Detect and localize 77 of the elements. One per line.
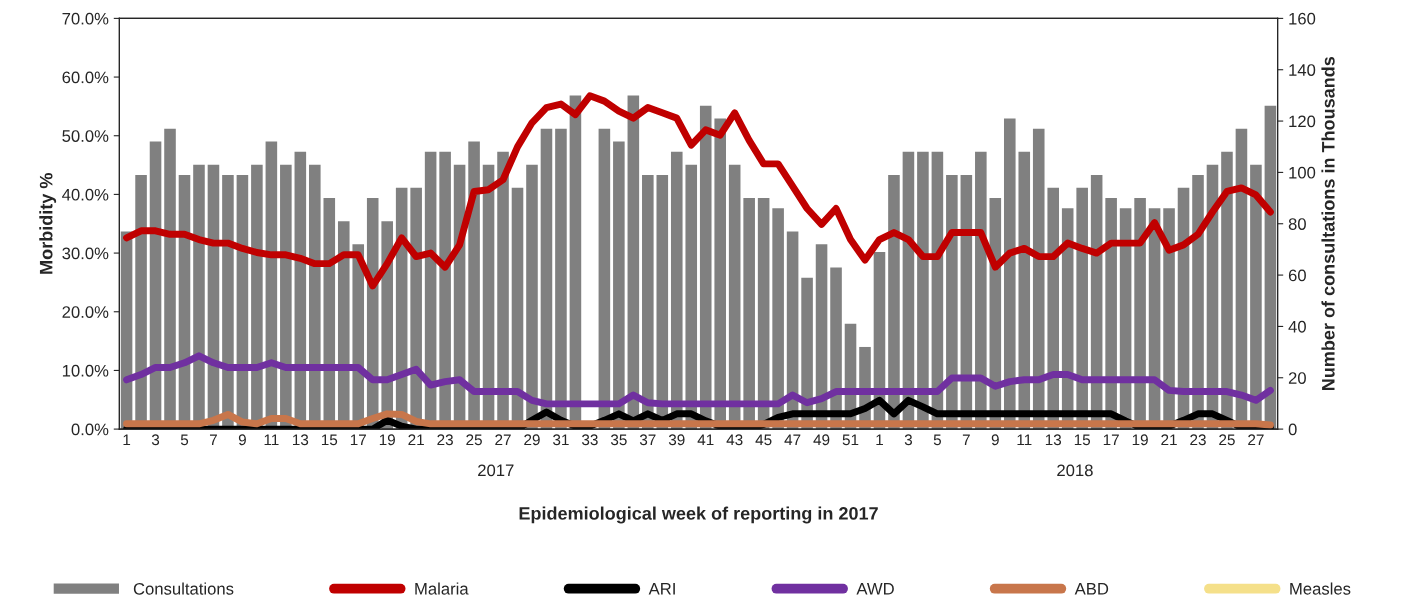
- x-tick-label: 13: [1045, 434, 1062, 446]
- x-tick-label: 9: [238, 434, 246, 446]
- x-tick-label: 23: [437, 434, 453, 446]
- x-axis-title: Epidemiological week of reporting in 2017: [519, 506, 878, 524]
- bar: [613, 141, 625, 430]
- y-tick-label: 50.0%: [62, 130, 109, 142]
- y2-tick-label: 160: [1289, 12, 1316, 25]
- bar: [670, 151, 683, 430]
- x-tick-label: 27: [1248, 434, 1264, 446]
- x-tick-label: 17: [350, 434, 366, 446]
- text: 2018: [1057, 464, 1093, 477]
- x-tick-label: 11: [264, 434, 279, 446]
- y2-tick-label: 120: [1289, 115, 1316, 128]
- x-tick-label: 15: [321, 434, 338, 446]
- y-tick-label: 60.0%: [62, 71, 109, 84]
- x-tick-label: 43: [726, 434, 743, 446]
- x-tick-label: 9: [991, 434, 999, 446]
- x-tick-label: 13: [292, 434, 309, 446]
- legend-label: Malaria: [415, 582, 469, 595]
- y2-tick-label: 0: [1288, 423, 1297, 436]
- x-tick-label: 15: [1074, 434, 1091, 446]
- x-tick-label: 25: [466, 434, 482, 446]
- legend-label: AWD: [856, 583, 894, 595]
- y-tick-label: 70.0%: [62, 12, 109, 25]
- y-tick-label: 10.0%: [62, 364, 109, 377]
- x-tick-label: 21: [1161, 434, 1177, 446]
- x-tick-label: 39: [668, 434, 685, 446]
- y-tick-label: 20.0%: [62, 306, 109, 318]
- x-tick-label: 17: [1103, 434, 1119, 446]
- legend-label: Measles: [1290, 582, 1351, 595]
- bar: [685, 164, 698, 430]
- text: 2017: [478, 464, 514, 477]
- y-tick-label: 30.0%: [62, 247, 109, 260]
- x-tick-label: 31: [553, 434, 569, 446]
- x-tick-label: 37: [639, 434, 656, 446]
- x-tick-label: 47: [784, 434, 801, 446]
- y2-tick-label: 100: [1289, 166, 1316, 179]
- x-tick-label: 5: [180, 434, 189, 446]
- legend-label: ABD: [1074, 583, 1109, 595]
- y-tick-label: 40.0%: [62, 188, 109, 201]
- x-tick-label: 7: [962, 434, 970, 446]
- x-tick-label: 19: [1132, 434, 1148, 446]
- bar: [555, 128, 567, 430]
- x-tick-label: 51: [842, 434, 859, 446]
- y2-axis-title: Number of consultations in Thousands: [1321, 56, 1335, 391]
- x-tick-label: 5: [933, 434, 941, 446]
- bar: [1032, 128, 1045, 430]
- x-tick-label: 3: [151, 434, 160, 446]
- x-tick-label: 45: [755, 434, 772, 446]
- y2-tick-label: 40: [1288, 320, 1306, 333]
- bar: [1003, 118, 1016, 430]
- legend-label: ARI: [648, 583, 675, 595]
- bar: [699, 105, 712, 430]
- y2-tick-label: 20: [1288, 372, 1306, 384]
- y2-tick-label: 60: [1288, 269, 1306, 282]
- x-tick-label: 7: [209, 434, 217, 446]
- x-tick-label: 1: [876, 434, 883, 446]
- y-axis-title: Morbidity %: [39, 173, 57, 274]
- x-tick-label: 19: [379, 434, 395, 446]
- x-tick-label: 3: [904, 434, 913, 446]
- x-tick-label: 49: [813, 434, 830, 446]
- x-tick-label: 35: [610, 434, 627, 446]
- y-tick-label: 0.0%: [71, 423, 109, 436]
- bar: [526, 164, 538, 430]
- x-tick-label: 27: [495, 434, 511, 446]
- bar: [642, 174, 654, 430]
- y2-tick-label: 140: [1289, 64, 1316, 76]
- x-tick-label: 11: [1017, 434, 1032, 446]
- x-tick-label: 25: [1219, 434, 1235, 446]
- y2-tick-label: 80: [1288, 218, 1306, 230]
- x-tick-label: 29: [524, 434, 540, 446]
- x-tick-label: 33: [581, 434, 598, 446]
- x-tick-label: 21: [408, 434, 424, 446]
- x-tick-label: 1: [123, 434, 131, 446]
- legend-label: Consultations: [133, 582, 234, 595]
- x-tick-label: 23: [1190, 434, 1206, 446]
- x-tick-label: 41: [697, 434, 714, 446]
